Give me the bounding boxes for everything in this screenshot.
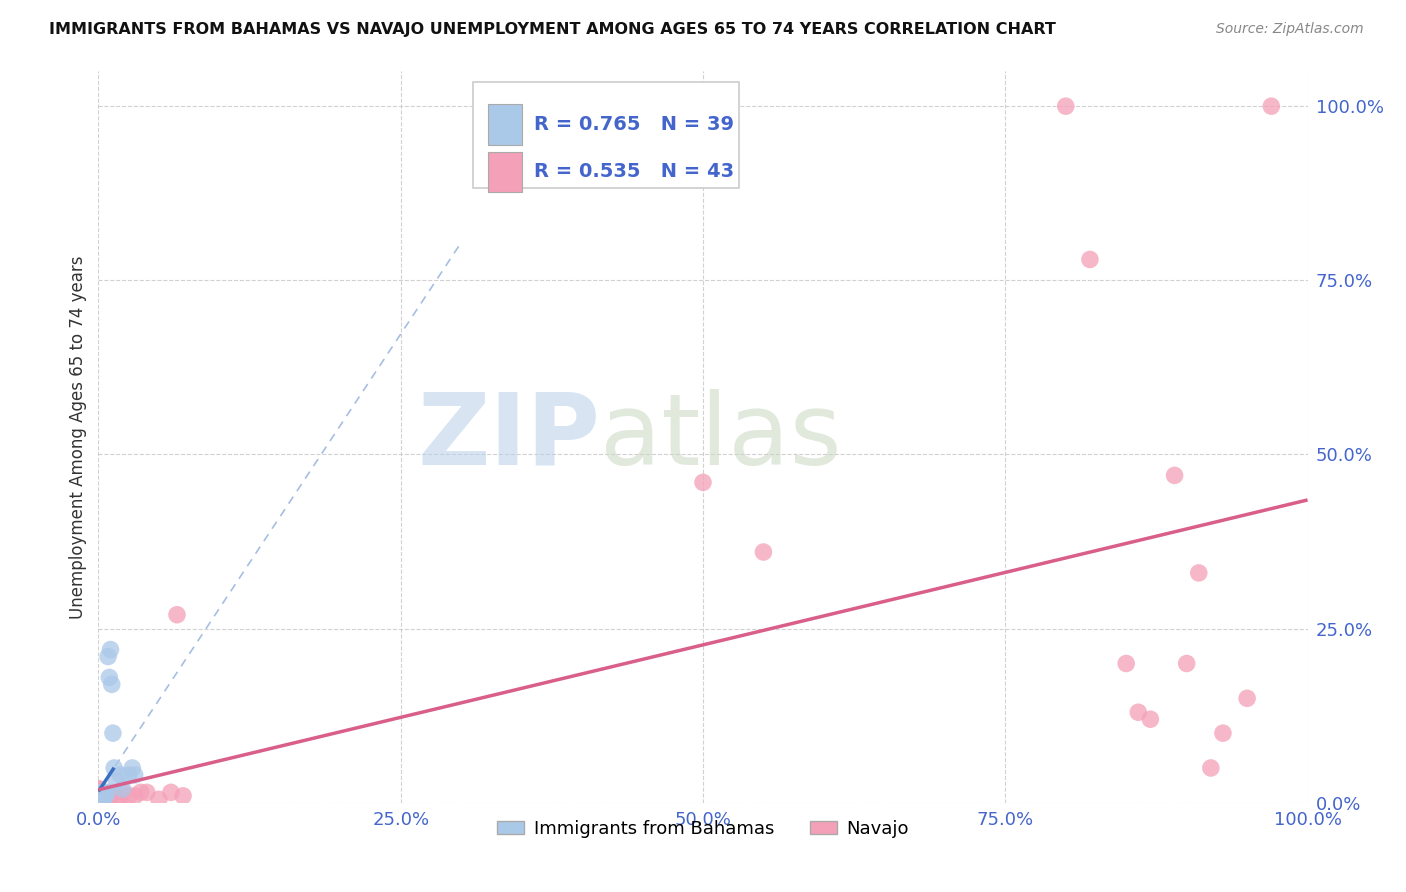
- Point: [87, 789, 110, 803]
- Point: [87, 796, 110, 810]
- Point: [94, 789, 117, 803]
- FancyBboxPatch shape: [488, 104, 522, 145]
- Point: [124, 768, 146, 782]
- Point: [1139, 712, 1161, 726]
- Point: [103, 761, 125, 775]
- Point: [1078, 252, 1101, 267]
- Legend: Immigrants from Bahamas, Navajo: Immigrants from Bahamas, Navajo: [491, 813, 915, 845]
- Text: atlas: atlas: [600, 389, 842, 485]
- Point: [93, 789, 115, 803]
- Point: [1212, 726, 1234, 740]
- Point: [96, 785, 118, 799]
- Point: [91, 789, 114, 803]
- Point: [108, 792, 131, 806]
- Text: Source: ZipAtlas.com: Source: ZipAtlas.com: [1216, 22, 1364, 37]
- Point: [90, 789, 112, 803]
- Point: [1175, 657, 1198, 671]
- FancyBboxPatch shape: [474, 82, 740, 188]
- Point: [121, 761, 143, 775]
- Point: [101, 726, 124, 740]
- Point: [91, 792, 114, 806]
- Point: [100, 677, 122, 691]
- Point: [87, 796, 110, 810]
- Point: [105, 775, 128, 789]
- Point: [91, 792, 114, 806]
- Point: [90, 796, 112, 810]
- Point: [90, 789, 112, 803]
- Point: [97, 649, 120, 664]
- Point: [87, 796, 110, 810]
- Point: [160, 785, 183, 799]
- Point: [87, 792, 110, 806]
- Point: [100, 642, 122, 657]
- Point: [100, 789, 122, 803]
- Point: [87, 796, 110, 810]
- Text: R = 0.765   N = 39: R = 0.765 N = 39: [534, 115, 734, 134]
- Text: ZIP: ZIP: [418, 389, 600, 485]
- Point: [90, 789, 112, 803]
- Point: [124, 789, 146, 803]
- Point: [1199, 761, 1222, 775]
- Point: [108, 768, 131, 782]
- Point: [1188, 566, 1211, 580]
- Point: [172, 789, 194, 803]
- Point: [166, 607, 188, 622]
- Point: [87, 796, 110, 810]
- Point: [87, 796, 110, 810]
- Text: IMMIGRANTS FROM BAHAMAS VS NAVAJO UNEMPLOYMENT AMONG AGES 65 TO 74 YEARS CORRELA: IMMIGRANTS FROM BAHAMAS VS NAVAJO UNEMPL…: [49, 22, 1056, 37]
- FancyBboxPatch shape: [488, 152, 522, 192]
- Point: [87, 796, 110, 810]
- Point: [1163, 468, 1185, 483]
- Point: [87, 796, 110, 810]
- Point: [87, 792, 110, 806]
- Point: [90, 792, 112, 806]
- Point: [148, 792, 170, 806]
- Point: [101, 785, 124, 799]
- Point: [87, 796, 110, 810]
- Point: [87, 792, 110, 806]
- Point: [87, 796, 110, 810]
- Point: [87, 792, 110, 806]
- Point: [98, 670, 121, 684]
- Point: [91, 789, 114, 803]
- Point: [1115, 657, 1137, 671]
- Point: [87, 789, 110, 803]
- Point: [118, 789, 141, 803]
- Y-axis label: Unemployment Among Ages 65 to 74 years: Unemployment Among Ages 65 to 74 years: [69, 255, 87, 619]
- Point: [87, 781, 110, 796]
- Point: [87, 796, 110, 810]
- Point: [91, 785, 114, 799]
- Point: [94, 789, 117, 803]
- Point: [1236, 691, 1258, 706]
- Point: [91, 789, 114, 803]
- Point: [91, 792, 114, 806]
- Point: [97, 792, 120, 806]
- Point: [118, 768, 141, 782]
- Point: [111, 785, 134, 799]
- Point: [752, 545, 775, 559]
- Point: [91, 792, 114, 806]
- Point: [111, 781, 134, 796]
- Point: [1054, 99, 1077, 113]
- Point: [90, 792, 112, 806]
- Point: [91, 789, 114, 803]
- Point: [87, 781, 110, 796]
- Point: [87, 796, 110, 810]
- Point: [93, 785, 115, 799]
- Text: R = 0.535   N = 43: R = 0.535 N = 43: [534, 162, 734, 181]
- Point: [692, 475, 714, 490]
- Point: [129, 785, 152, 799]
- Point: [1260, 99, 1282, 113]
- Point: [87, 796, 110, 810]
- Point: [87, 796, 110, 810]
- Point: [135, 785, 157, 799]
- Point: [105, 792, 128, 806]
- Point: [1128, 705, 1150, 719]
